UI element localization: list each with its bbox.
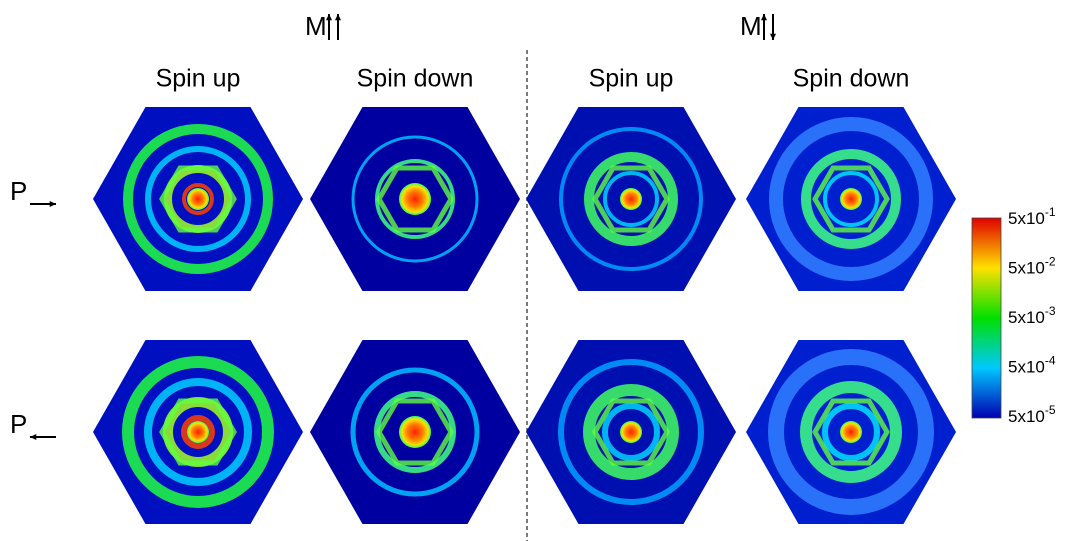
map-core [187, 421, 209, 443]
map-core [840, 421, 862, 443]
column-label: Spin down [793, 65, 910, 93]
column-label: Spin up [156, 65, 241, 93]
map-core [620, 188, 642, 210]
colorbar-exp: -3 [1045, 304, 1056, 318]
colorbar-base: 5x10 [1008, 259, 1045, 278]
colorbar [972, 218, 1001, 418]
map-core [840, 188, 862, 210]
arrow-head [761, 14, 767, 20]
map-core [399, 183, 431, 215]
colorbar-label: 5x10-5 [1008, 403, 1056, 426]
arrow-head [770, 34, 776, 40]
row-label: P [10, 409, 27, 439]
colorbar-base: 5x10 [1008, 407, 1045, 426]
arrow-head [50, 201, 56, 207]
colorbar-label: 5x10-4 [1008, 354, 1056, 377]
map-core [187, 188, 209, 210]
arrow-head [335, 14, 341, 20]
map-core [620, 421, 642, 443]
group-title: M [740, 11, 762, 41]
map-core [399, 416, 431, 448]
figure: M Spin up Spin down M Spin up Spin down P P 5x10… [0, 0, 1069, 541]
arrow-head [326, 14, 332, 20]
colorbar-label: 5x10-1 [1008, 205, 1056, 228]
column-label: Spin up [589, 65, 674, 93]
arrow-head [30, 434, 36, 440]
colorbar-label: 5x10-3 [1008, 304, 1056, 327]
colorbar-label: 5x10-2 [1008, 255, 1056, 278]
page: {"groups": [ {"title": "M", "columns": [… [0, 0, 1069, 541]
colorbar-exp: -5 [1045, 403, 1056, 417]
colorbar-exp: -4 [1045, 354, 1056, 368]
colorbar-base: 5x10 [1008, 209, 1045, 228]
row-label: P [10, 176, 27, 206]
colorbar-base: 5x10 [1008, 358, 1045, 377]
colorbar-base: 5x10 [1008, 308, 1045, 327]
column-label: Spin down [357, 65, 474, 93]
colorbar-exp: -2 [1045, 255, 1056, 269]
group-title: M [305, 11, 327, 41]
colorbar-exp: -1 [1045, 205, 1056, 219]
